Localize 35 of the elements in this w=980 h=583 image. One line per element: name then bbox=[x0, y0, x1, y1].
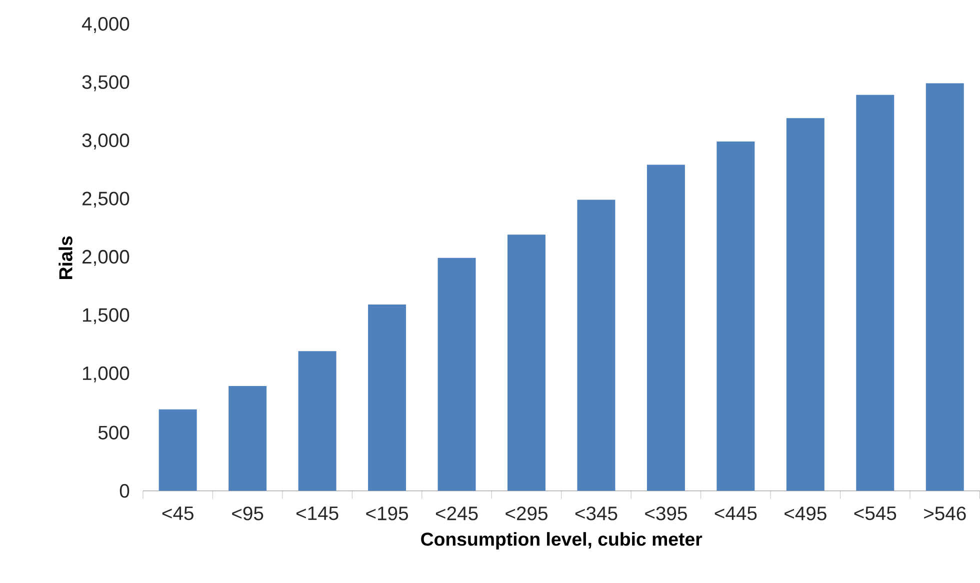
y-tick-label: 2,000 bbox=[82, 250, 130, 266]
x-tick-label: <95 bbox=[232, 506, 264, 520]
y-tick-label: 4,000 bbox=[82, 17, 130, 34]
bar bbox=[507, 234, 546, 491]
bar bbox=[298, 351, 336, 491]
y-tick-label: 1,000 bbox=[83, 366, 130, 382]
y-tick-label: 0 bbox=[120, 484, 130, 498]
x-tick-label: <295 bbox=[506, 506, 548, 520]
y-tick-label: 3,000 bbox=[82, 134, 130, 150]
x-tick-label: <545 bbox=[854, 506, 896, 520]
x-tick-label: <145 bbox=[296, 506, 338, 520]
bar bbox=[228, 386, 267, 491]
bar bbox=[716, 142, 755, 491]
bar bbox=[368, 304, 406, 491]
x-axis-title: Consumption level, cubic meter bbox=[421, 532, 702, 550]
x-tick-label: <495 bbox=[784, 506, 826, 520]
x-tick-label: >546 bbox=[924, 506, 966, 520]
x-tick-label: <245 bbox=[436, 506, 478, 520]
bar bbox=[158, 409, 197, 491]
bar bbox=[926, 83, 964, 491]
bar bbox=[646, 164, 685, 491]
x-tick-label: <395 bbox=[645, 506, 687, 520]
x-tick-label: <345 bbox=[575, 506, 618, 520]
bar bbox=[856, 94, 894, 491]
y-tick-label: 3,500 bbox=[82, 75, 130, 92]
y-tick-label: 1,500 bbox=[83, 308, 130, 324]
y-axis-title: Rials bbox=[58, 236, 72, 280]
y-tick-label: 500 bbox=[98, 426, 130, 440]
bar bbox=[577, 200, 616, 491]
x-tick-label: <45 bbox=[162, 506, 194, 520]
x-tick-label: <195 bbox=[366, 506, 408, 520]
bar bbox=[786, 118, 824, 491]
y-tick-label: 2,500 bbox=[82, 192, 130, 208]
bar bbox=[438, 258, 476, 491]
x-tick-label: <445 bbox=[714, 506, 757, 520]
